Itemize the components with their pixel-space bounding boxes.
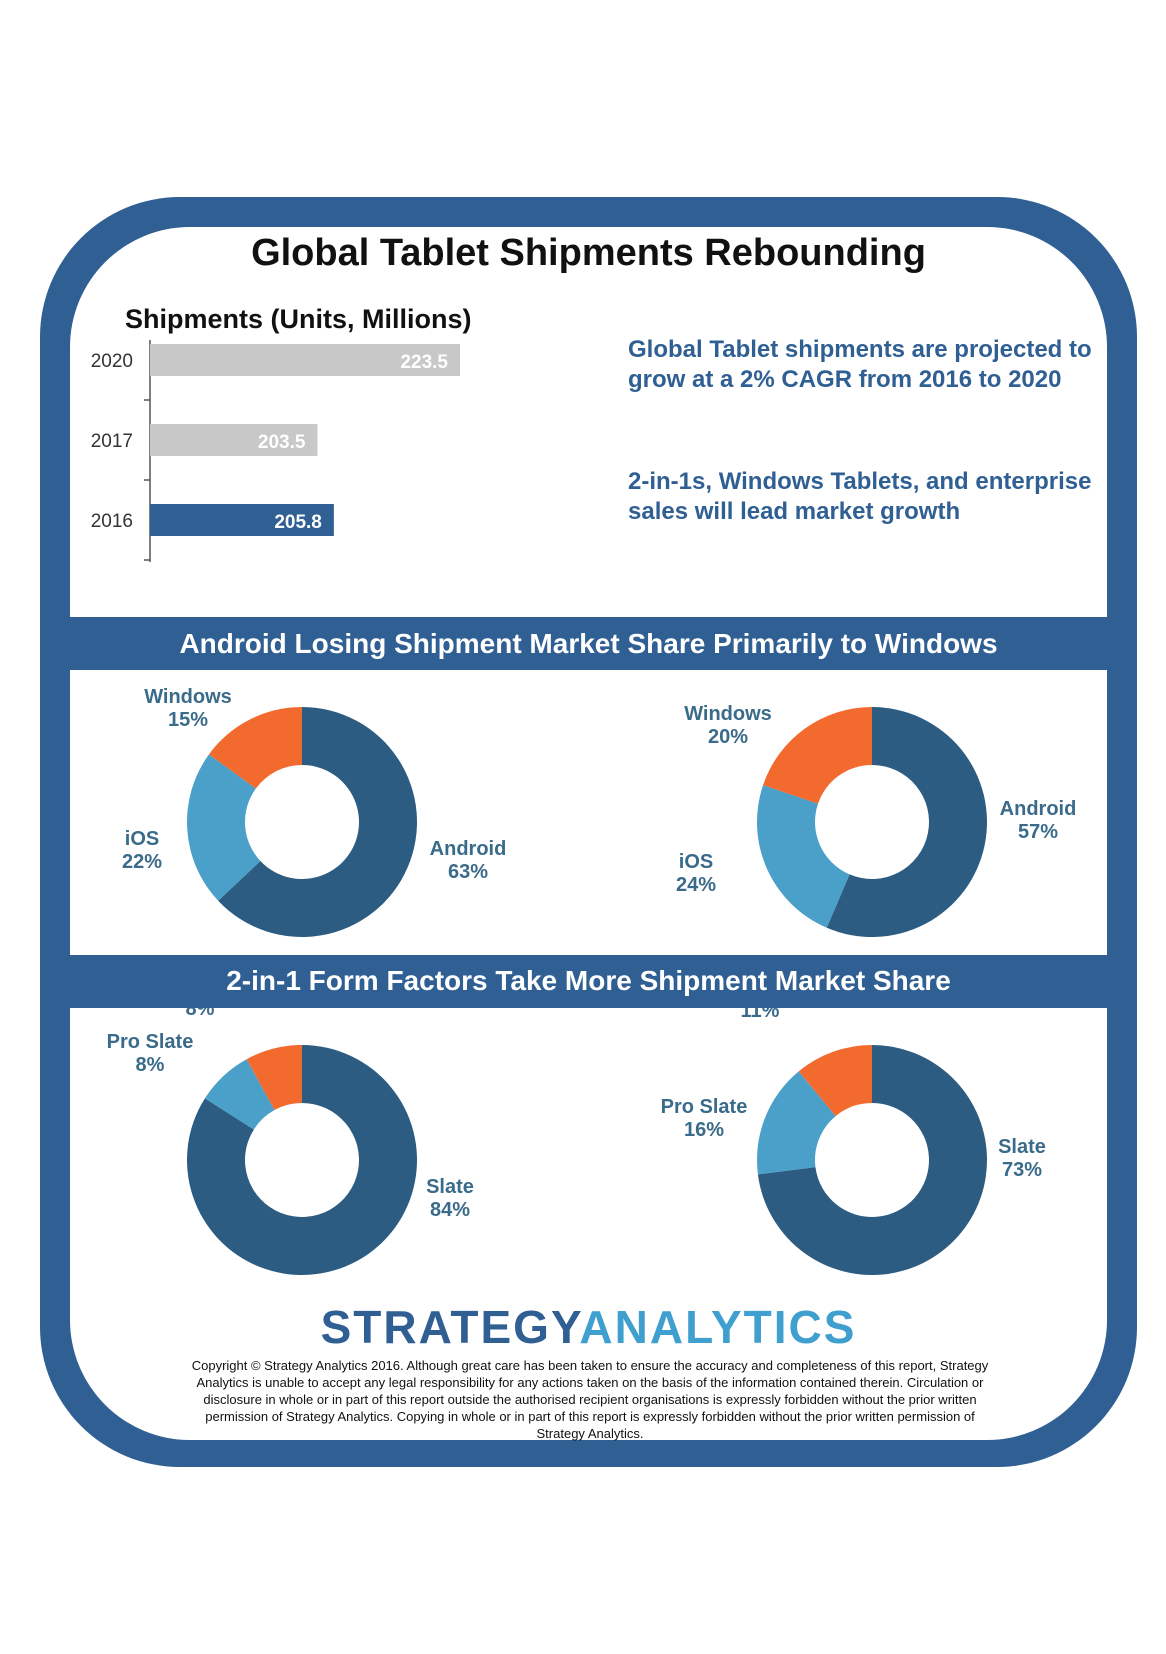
donut-slice-value: 63% <box>448 861 488 883</box>
donut-slice-label: Pro Slate <box>107 1031 194 1053</box>
donut-year-title: 2020 <box>836 670 907 673</box>
donut-slice-value: 84% <box>430 1199 470 1221</box>
bullet-growth-drivers: 2-in-1s, Windows Tablets, and enterprise… <box>628 468 1092 525</box>
bullet-cagr: Global Tablet shipments are projected to… <box>628 336 1092 393</box>
donut-slice <box>757 1045 987 1275</box>
bar <box>150 344 460 376</box>
bar-chart: 2020 223.5 2017 203.5 2016 205.8 <box>91 340 460 562</box>
donut-slice-label: Windows <box>684 703 772 725</box>
copyright-notice: Copyright © Strategy Analytics 2016. Alt… <box>191 1358 989 1441</box>
donut-slice-label: Slate <box>426 1176 474 1198</box>
donut-slice-value: 24% <box>676 874 716 896</box>
page-title: Global Tablet Shipments Rebounding <box>251 232 926 274</box>
donut-slice <box>763 707 872 804</box>
donut-slice-label: Windows <box>144 686 232 708</box>
donut-slice <box>798 1045 872 1117</box>
bar-category-label: 2016 <box>91 511 133 532</box>
donut-slice-value: 15% <box>168 709 208 731</box>
donut-slice-value: 73% <box>1002 1159 1042 1181</box>
donut-slice-value: 20% <box>708 726 748 748</box>
donut-slice <box>208 707 302 789</box>
donut-year-title: 2016 <box>266 670 337 673</box>
brand-part-strategy: STRATEGY <box>320 1301 580 1353</box>
donut-slice <box>187 754 261 901</box>
donut-slice-value: 57% <box>1018 821 1058 843</box>
brand-logo: STRATEGYANALYTICS <box>70 1300 1107 1354</box>
bar-value-label: 223.5 <box>400 352 448 373</box>
donut-year-title: 2020 <box>836 1008 907 1009</box>
donut-slice-value: 16% <box>684 1119 724 1141</box>
donut-slice-label: Slate <box>998 1136 1046 1158</box>
bar <box>150 504 334 536</box>
donut-slice <box>826 707 987 937</box>
brand-part-analytics: ANALYTICS <box>579 1301 857 1353</box>
section-form-factor-title: 2-in-1 Form Factors Take More Shipment M… <box>226 965 951 996</box>
donut-slice-value: 8% <box>136 1054 165 1076</box>
donut-slice <box>757 1071 836 1175</box>
donut-slice <box>186 1045 417 1275</box>
donut-slice-label: iOS <box>679 851 713 873</box>
donut-slice-label: Android <box>430 838 507 860</box>
bar-category-label: 2020 <box>91 351 133 372</box>
donut-slice-label: iOS <box>125 828 159 850</box>
bar-value-label: 205.8 <box>274 512 322 533</box>
donut-slice <box>204 1059 275 1130</box>
donut-year-title: 2016 <box>266 1008 337 1009</box>
donut-slice <box>218 707 417 937</box>
bar-category-label: 2017 <box>91 431 133 452</box>
donut-slice-label: Android <box>1000 798 1077 820</box>
donut-slice-value: 8% <box>186 1008 215 1020</box>
top-panel <box>70 227 1107 617</box>
bar <box>150 424 318 456</box>
donut-slice-value: 11% <box>741 1008 780 1022</box>
section-os-title: Android Losing Shipment Market Share Pri… <box>179 628 998 659</box>
bar-chart-title: Shipments (Units, Millions) <box>125 304 472 334</box>
donut-slice <box>246 1045 302 1111</box>
donut-slice-label: Pro Slate <box>661 1096 748 1118</box>
donut-slice-value: 22% <box>122 851 162 873</box>
donut-slice <box>757 785 850 928</box>
bar-value-label: 203.5 <box>258 432 306 453</box>
